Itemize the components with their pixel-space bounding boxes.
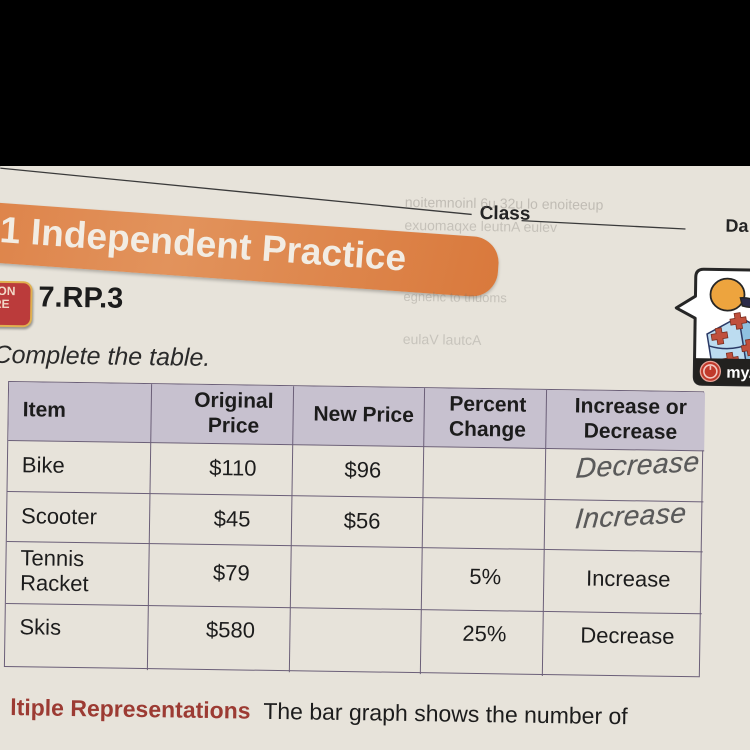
svg-text:my.: my.	[726, 365, 750, 382]
